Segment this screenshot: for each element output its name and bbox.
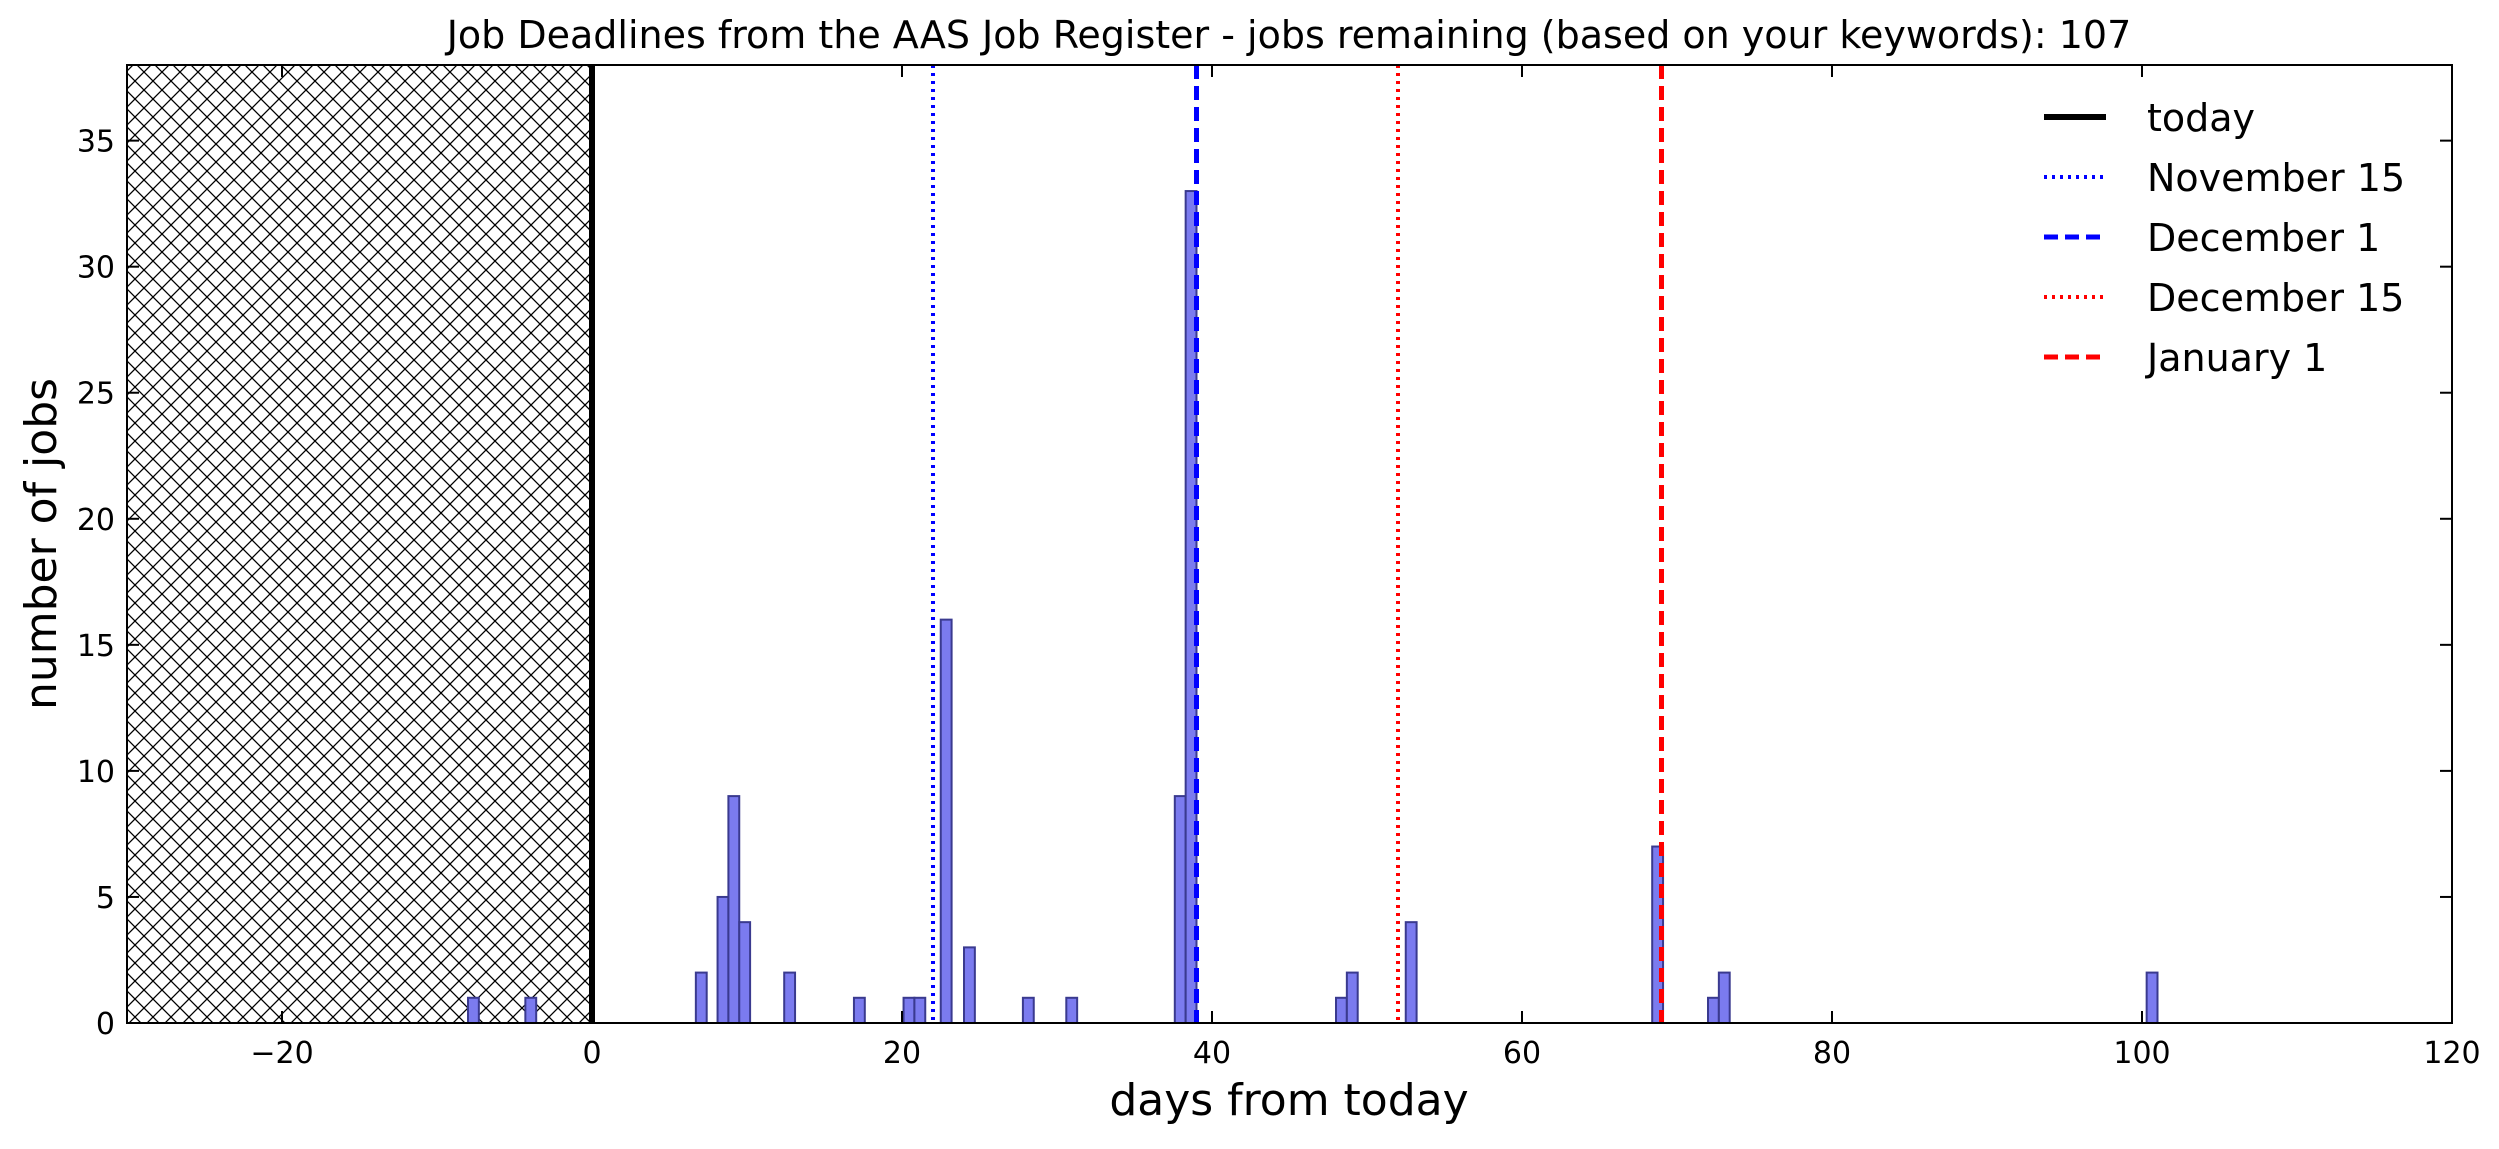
y-axis-ticks: 0 5 10 15 20 25 30 35 (77, 125, 2452, 1042)
legend-label-1: November 15 (2147, 156, 2405, 200)
x-tick-label-2: 20 (883, 1036, 921, 1071)
x-tick-label-0: −20 (250, 1036, 313, 1071)
y-tick-label-2: 10 (77, 755, 115, 790)
bar-13 (1065, 996, 1079, 1023)
legend: today November 15 December 1 December 15 Jan… (2044, 96, 2405, 380)
bar-10 (939, 618, 953, 1023)
bar-17 (1345, 971, 1359, 1023)
bar-21 (1717, 971, 1731, 1023)
bar-7 (852, 996, 866, 1023)
x-axis-label: days from today (1109, 1075, 1468, 1126)
bar-5 (738, 921, 752, 1023)
histogram-bars (467, 190, 2159, 1023)
y-tick-label-7: 35 (77, 125, 115, 160)
bar-2 (694, 971, 708, 1023)
bar-18 (1404, 921, 1418, 1023)
x-tick-label-5: 80 (1813, 1036, 1851, 1071)
y-tick-label-5: 25 (77, 377, 115, 412)
legend-label-4: January 1 (2145, 336, 2327, 380)
bar-0 (467, 996, 480, 1023)
y-tick-label-4: 20 (77, 503, 115, 538)
x-tick-label-4: 60 (1503, 1036, 1541, 1071)
y-tick-label-6: 30 (77, 251, 115, 286)
x-tick-label-7: 120 (2423, 1036, 2480, 1071)
x-tick-label-1: 0 (582, 1036, 601, 1071)
bar-1 (524, 996, 538, 1023)
bar-12 (1021, 996, 1035, 1023)
y-axis-label: number of jobs (16, 378, 67, 710)
x-axis-ticks: −20 0 20 40 60 80 100 120 (250, 65, 2481, 1071)
bar-4 (727, 795, 741, 1023)
reference-lines (589, 65, 1664, 1023)
bar-3 (716, 895, 730, 1023)
legend-label-3: December 15 (2147, 276, 2404, 320)
bar-8 (902, 996, 916, 1023)
bar-6 (783, 971, 797, 1023)
x-tick-label-6: 100 (2113, 1036, 2170, 1071)
plot-frame (126, 64, 2453, 1024)
y-tick-label-0: 0 (96, 1007, 115, 1042)
bar-16 (1335, 996, 1348, 1023)
bar-15 (1184, 190, 1198, 1023)
bar-14 (1173, 795, 1187, 1023)
legend-label-2: December 1 (2147, 216, 2380, 260)
bar-20 (1707, 996, 1720, 1023)
bar-9 (913, 996, 927, 1023)
legend-label-0: today (2147, 96, 2255, 140)
chart-title: Job Deadlines from the AAS Job Register … (445, 13, 2132, 57)
bar-11 (963, 946, 976, 1023)
bar-22 (2145, 971, 2159, 1023)
past-region-hatch (127, 65, 592, 1023)
y-tick-label-3: 15 (77, 629, 115, 664)
y-tick-label-1: 5 (96, 881, 115, 916)
x-tick-label-3: 40 (1193, 1036, 1231, 1071)
